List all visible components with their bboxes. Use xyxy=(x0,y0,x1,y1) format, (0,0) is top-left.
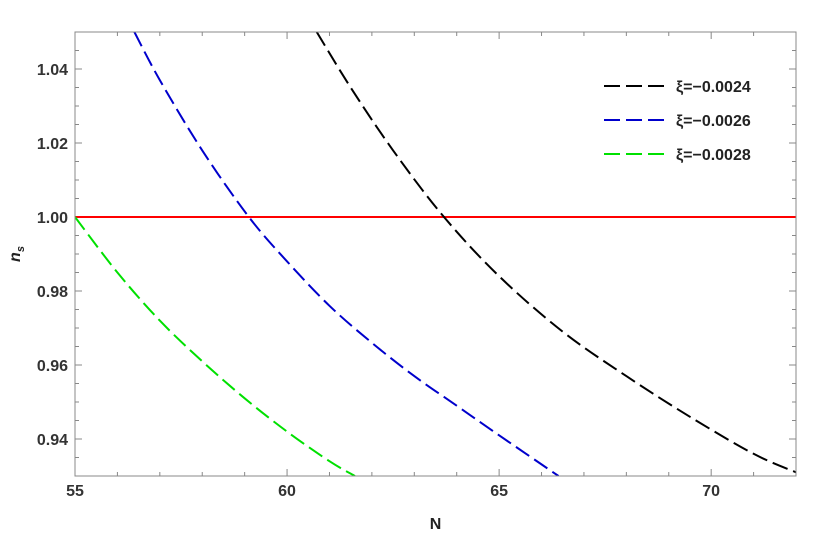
series-line-3 xyxy=(75,216,356,476)
y-tick-label: 1.04 xyxy=(37,62,68,79)
y-axis-label: ns xyxy=(7,246,27,262)
legend: ξ=−0.0024 ξ=−0.0026 ξ=−0.0028 xyxy=(604,79,751,164)
x-tick-label: 55 xyxy=(66,483,84,500)
y-tick-label: 0.94 xyxy=(37,432,68,449)
legend-label-3: ξ=−0.0028 xyxy=(676,147,751,164)
x-axis-label: N xyxy=(430,516,442,533)
plot-series xyxy=(75,32,796,476)
y-tick-label: 0.96 xyxy=(37,358,68,375)
plot-frame xyxy=(74,31,797,477)
y-axis-label-base: n xyxy=(7,252,24,262)
x-tick-label: 65 xyxy=(490,483,508,500)
legend-label-1: ξ=−0.0024 xyxy=(676,79,751,96)
y-tick-label: 0.98 xyxy=(37,284,68,301)
y-tick-label: 1.02 xyxy=(37,136,68,153)
series-line-2 xyxy=(133,32,560,476)
series-line-1 xyxy=(315,32,796,474)
legend-label-2: ξ=−0.0026 xyxy=(676,113,751,130)
y-tick-label: 1.00 xyxy=(37,210,68,227)
x-tick-label: 70 xyxy=(702,483,720,500)
tick-marks xyxy=(74,31,797,477)
x-tick-label: 60 xyxy=(278,483,296,500)
y-axis-label-sub: s xyxy=(15,246,27,252)
tick-labels: 55 60 65 70 0.94 0.96 0.98 1.00 1.02 1.04 xyxy=(37,62,720,500)
